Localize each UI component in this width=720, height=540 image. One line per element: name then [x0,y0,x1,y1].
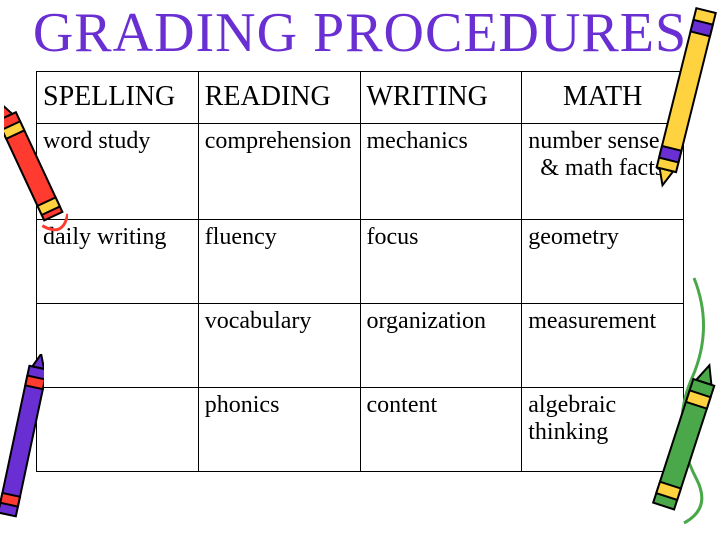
col-writing: WRITING [360,71,522,123]
cell-reading-1: fluency [198,219,360,303]
crayon-icon [0,354,44,534]
table-header-row: SPELLING READING WRITING MATH [37,71,684,123]
table-row: daily writing fluency focus geometry [37,219,684,303]
col-reading: READING [198,71,360,123]
table-row: phonics content algebraic thinking [37,387,684,471]
cell-writing-0: mechanics [360,123,522,219]
table-row: word study comprehension mechanics numbe… [37,123,684,219]
title-text: GRADING PROCEDURES [33,2,687,64]
cell-math-0-line1: number sense [528,128,659,154]
page-title: GRADING PROCEDURES [0,0,720,71]
cell-writing-3: content [360,387,522,471]
cell-writing-2: organization [360,303,522,387]
cell-reading-2: vocabulary [198,303,360,387]
crayon-icon [650,0,720,190]
cell-spelling-3 [37,387,199,471]
crayon-icon [4,104,68,254]
table-row: vocabulary organization measurement [37,303,684,387]
grading-table-wrap: SPELLING READING WRITING MATH word study… [0,71,720,472]
cell-reading-0: comprehension [198,123,360,219]
grading-table: SPELLING READING WRITING MATH word study… [36,71,684,472]
cell-writing-1: focus [360,219,522,303]
crayon-icon [634,268,718,528]
cell-spelling-2 [37,303,199,387]
cell-reading-3: phonics [198,387,360,471]
